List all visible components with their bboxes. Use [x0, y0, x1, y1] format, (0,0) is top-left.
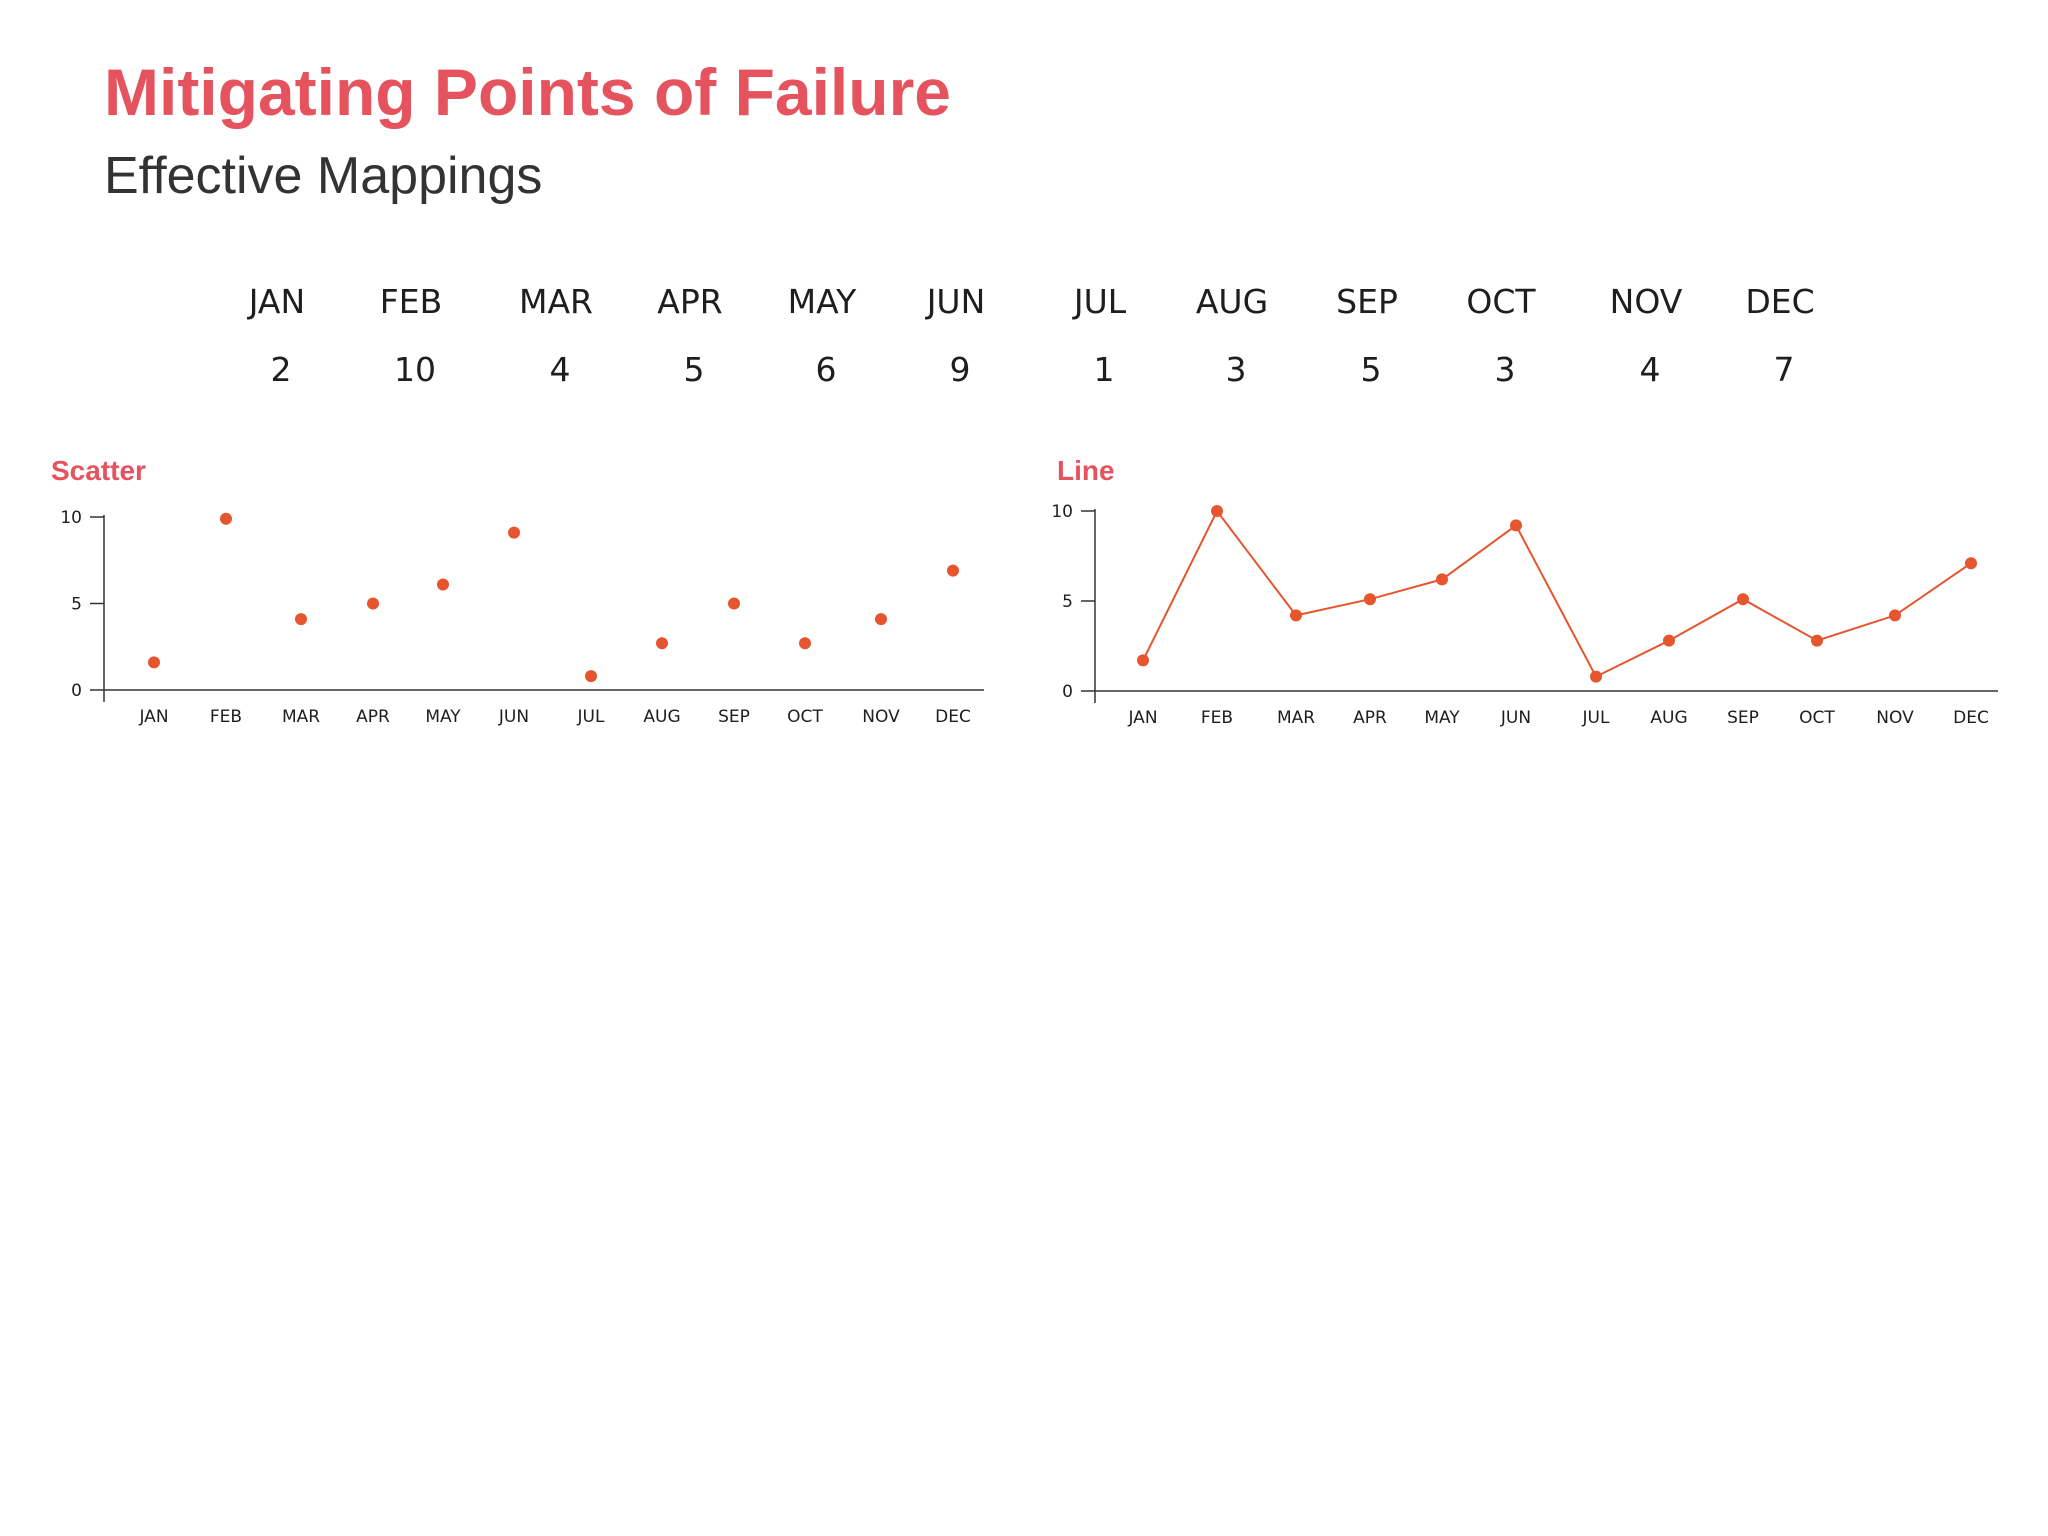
- x-tick-label: MAY: [425, 707, 461, 727]
- summary-value-mar: 4: [549, 350, 571, 389]
- x-tick-label: MAR: [1277, 708, 1315, 728]
- x-tick-label: FEB: [210, 707, 242, 727]
- data-point-may: [1436, 573, 1448, 586]
- y-tick-label: 5: [1062, 592, 1073, 612]
- data-point-mar: [1290, 609, 1302, 622]
- slide-subtitle: Effective Mappings: [104, 147, 543, 205]
- data-point-jan: [148, 656, 160, 669]
- data-point-jul: [1590, 670, 1602, 683]
- summary-value-aug: 3: [1225, 350, 1247, 389]
- summary-month-aug: AUG: [1195, 282, 1269, 321]
- summary-value-jun: 9: [949, 350, 971, 389]
- data-point-sep: [1737, 593, 1749, 606]
- data-point-aug: [656, 637, 668, 650]
- x-tick-label: NOV: [1876, 708, 1914, 728]
- summary-month-jan: JAN: [248, 282, 306, 321]
- x-tick-label: FEB: [1201, 708, 1233, 728]
- summary-value-apr: 5: [683, 350, 705, 389]
- summary-month-feb: FEB: [379, 282, 443, 321]
- series-line: [1142, 509, 1972, 678]
- summary-month-apr: APR: [657, 282, 723, 321]
- summary-month-may: MAY: [787, 282, 857, 321]
- data-point-feb: [220, 512, 232, 525]
- x-tick-label: JAN: [1127, 708, 1157, 728]
- data-point-nov: [1889, 609, 1901, 622]
- data-point-oct: [799, 637, 811, 650]
- summary-month-jun: JUN: [926, 282, 986, 321]
- data-point-apr: [367, 597, 379, 610]
- summary-month-mar: MAR: [519, 282, 593, 321]
- x-tick-label: MAY: [1424, 708, 1460, 728]
- data-point-dec: [947, 564, 959, 577]
- data-point-dec: [1965, 557, 1977, 570]
- summary-month-dec: DEC: [1745, 282, 1815, 321]
- x-tick-label: APR: [1353, 708, 1387, 728]
- x-tick-label: SEP: [1727, 708, 1759, 728]
- summary-month-jul: JUL: [1073, 282, 1127, 321]
- data-point-oct: [1811, 634, 1823, 647]
- data-point-apr: [1364, 593, 1376, 606]
- x-tick-label: JUL: [1582, 708, 1610, 728]
- x-tick-label: JUL: [577, 707, 605, 727]
- data-point-nov: [875, 613, 887, 626]
- x-tick-label: OCT: [787, 707, 823, 727]
- data-point-sep: [728, 597, 740, 610]
- data-point-jan: [1137, 654, 1149, 667]
- x-tick-label: JUN: [1500, 708, 1531, 728]
- summary-value-sep: 5: [1360, 350, 1382, 389]
- summary-value-jan: 2: [270, 350, 292, 389]
- y-tick-label: 0: [1062, 682, 1073, 702]
- data-point-jun: [1510, 519, 1522, 532]
- x-tick-label: JAN: [138, 707, 168, 727]
- summary-value-feb: 10: [394, 350, 436, 389]
- x-tick-label: MAR: [282, 707, 320, 727]
- x-tick-label: NOV: [862, 707, 900, 727]
- scatter-chart: 0 5 10 JAN FEB MAR APR MAY JUN JUL AUG SEP OCT NOV DEC: [60, 508, 984, 727]
- x-tick-label: SEP: [718, 707, 750, 727]
- scatter-chart-label: Scatter: [51, 455, 146, 486]
- summary-value-dec: 7: [1773, 350, 1795, 389]
- summary-month-sep: SEP: [1336, 282, 1398, 321]
- x-tick-label: APR: [356, 707, 390, 727]
- summary-month-oct: OCT: [1466, 282, 1536, 321]
- y-tick-label: 0: [71, 681, 82, 701]
- line-chart-label: Line: [1057, 455, 1115, 486]
- data-point-may: [437, 578, 449, 591]
- x-tick-label: DEC: [935, 707, 971, 727]
- data-point-feb: [1211, 505, 1223, 517]
- line-chart: 0 5 10 JAN FEB MAR APR MAY JUN JUL AUG SEP OCT NOV DEC: [1051, 502, 1998, 728]
- summary-month-nov: NOV: [1609, 282, 1683, 321]
- summary-value-nov: 4: [1639, 350, 1661, 389]
- summary-value-may: 6: [815, 350, 837, 389]
- x-tick-label: AUG: [643, 707, 680, 727]
- summary-value-oct: 3: [1494, 350, 1516, 389]
- x-tick-label: JUN: [498, 707, 529, 727]
- x-tick-label: OCT: [1799, 708, 1835, 728]
- summary-value-jul: 1: [1093, 350, 1115, 389]
- x-tick-label: DEC: [1953, 708, 1989, 728]
- data-point-jul: [585, 670, 597, 683]
- slide-title: Mitigating Points of Failure: [104, 55, 951, 129]
- data-point-jun: [508, 526, 520, 539]
- x-tick-label: AUG: [1650, 708, 1687, 728]
- data-point-mar: [295, 613, 307, 626]
- data-point-aug: [1663, 634, 1675, 647]
- y-tick-label: 5: [71, 595, 82, 615]
- y-tick-label: 10: [1051, 502, 1073, 522]
- y-tick-label: 10: [60, 508, 82, 528]
